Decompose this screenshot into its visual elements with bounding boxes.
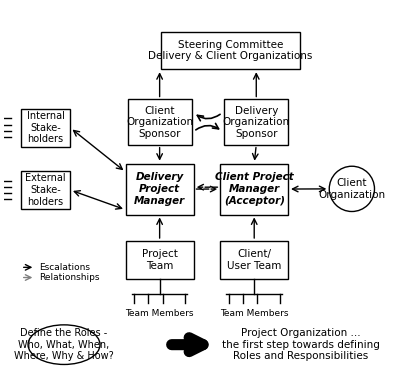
Ellipse shape [28, 325, 100, 364]
Text: Client
Organization
Sponsor: Client Organization Sponsor [126, 106, 193, 139]
Text: Project
Team: Project Team [142, 249, 178, 271]
FancyBboxPatch shape [126, 164, 193, 215]
Text: Relationships: Relationships [39, 273, 100, 282]
Text: Escalations: Escalations [39, 263, 90, 272]
FancyBboxPatch shape [161, 32, 301, 69]
Text: External
Stake-
holders: External Stake- holders [25, 173, 66, 207]
Text: Client/
User Team: Client/ User Team [227, 249, 281, 271]
Text: Delivery
Organization
Sponsor: Delivery Organization Sponsor [223, 106, 290, 139]
FancyBboxPatch shape [220, 241, 288, 279]
Text: Team Members: Team Members [220, 309, 289, 318]
Text: Delivery
Project
Manager: Delivery Project Manager [134, 173, 185, 206]
Text: Project Organization ...
the first step towards defining
Roles and Responsibilit: Project Organization ... the first step … [221, 328, 379, 361]
Text: Team Members: Team Members [126, 309, 194, 318]
FancyBboxPatch shape [220, 164, 288, 215]
Text: Client
Organization: Client Organization [318, 178, 385, 200]
FancyBboxPatch shape [21, 109, 70, 147]
FancyBboxPatch shape [126, 241, 193, 279]
Ellipse shape [329, 166, 374, 212]
Text: Internal
Stake-
holders: Internal Stake- holders [27, 111, 65, 144]
FancyBboxPatch shape [128, 100, 191, 145]
FancyBboxPatch shape [21, 171, 70, 209]
Text: Define the Roles -
Who, What, When,
Where, Why & How?: Define the Roles - Who, What, When, Wher… [14, 328, 114, 361]
Text: Client Project
Manager
(Acceptor): Client Project Manager (Acceptor) [215, 173, 294, 206]
FancyBboxPatch shape [224, 100, 288, 145]
Text: Steering Committee
Delivery & Client Organizations: Steering Committee Delivery & Client Org… [148, 40, 313, 61]
